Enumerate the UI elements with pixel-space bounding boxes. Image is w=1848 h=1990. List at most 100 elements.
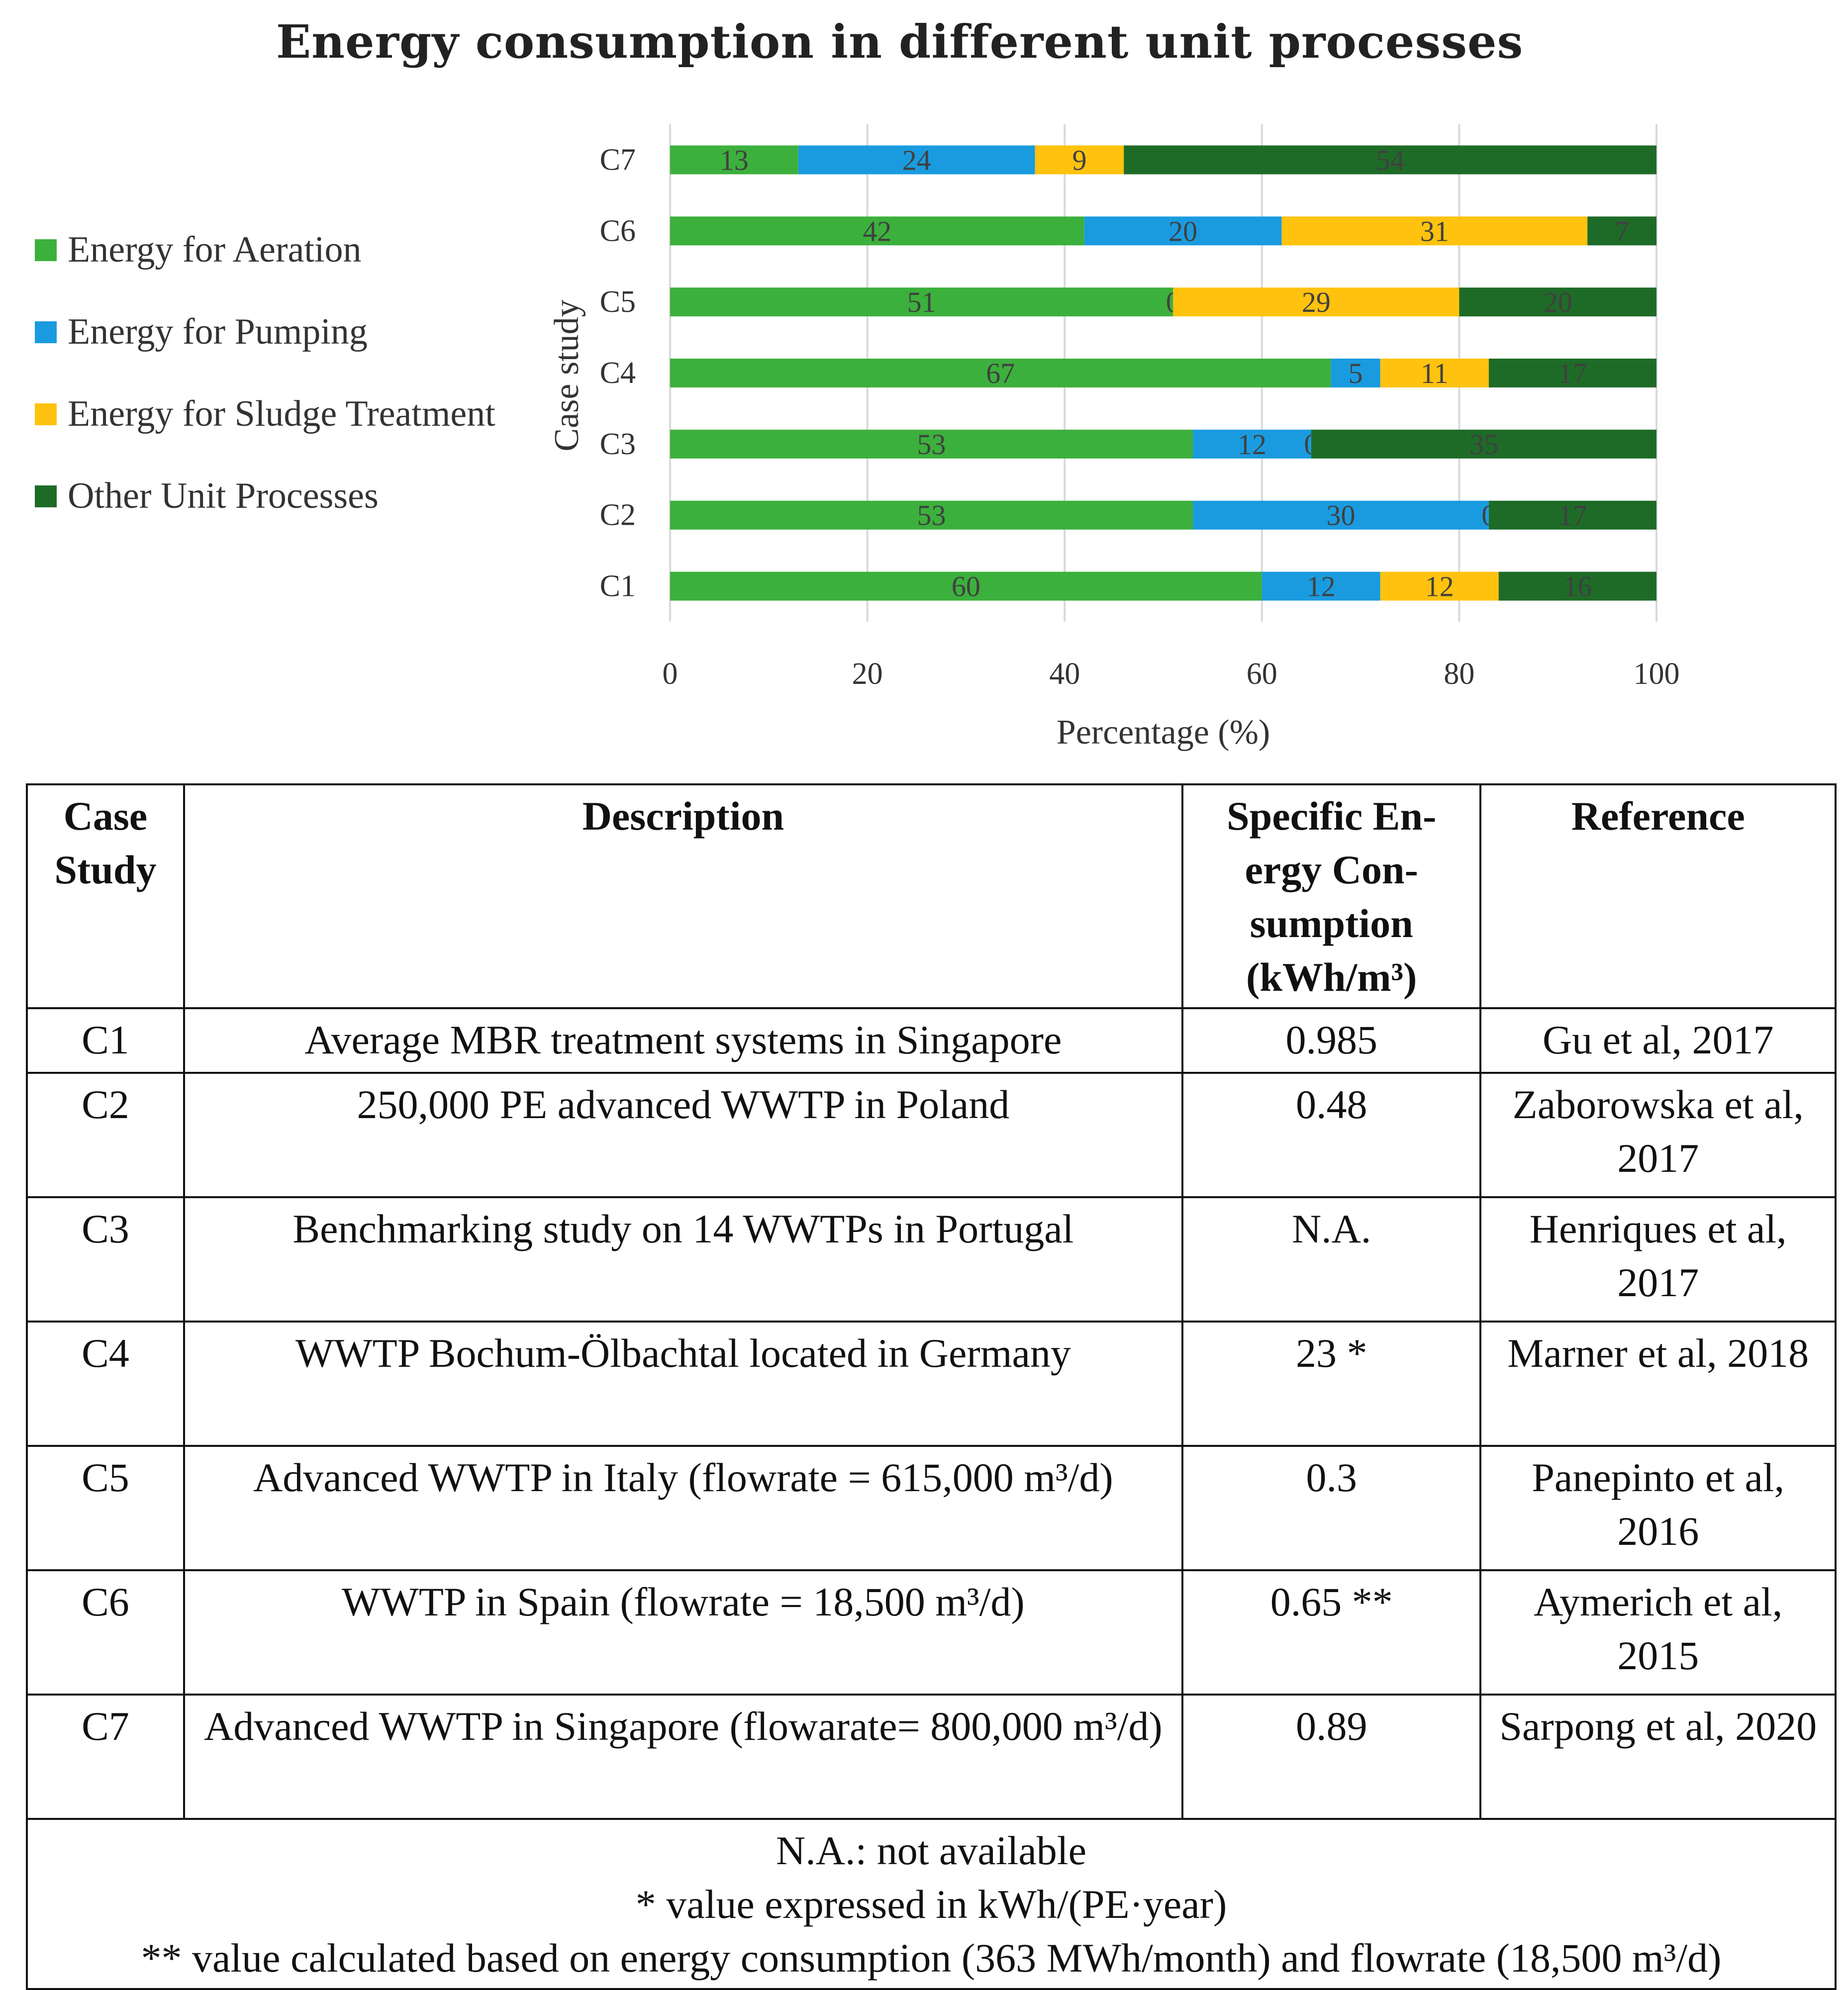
cell-specific-energy: 0.3 [1181,1445,1482,1571]
y-category-label: C5 [600,285,636,319]
bar-segment [1311,429,1656,459]
bar-segment [1173,287,1459,317]
data-label: 20 [1168,215,1197,247]
data-label: 17 [1558,499,1587,532]
cell-specific-energy: 0.985 [1181,1007,1482,1074]
y-category-label: C6 [600,214,636,248]
cell-description: Advanced WWTP in Singapore (flowarate= 8… [183,1694,1183,1820]
x-tick-label: 20 [852,657,883,691]
cell-description: 250,000 PE advanced WWTP in Poland [183,1072,1183,1198]
table-header-row: Case Study Description Specific En-ergy C… [26,783,1837,1009]
cell-case: C2 [26,1072,185,1198]
bar-segment [670,500,1193,530]
legend-swatch-sludge [35,403,57,425]
data-label: 5 [1349,357,1363,389]
bar-segment [1262,571,1380,601]
bar-segment [1488,359,1656,387]
table-notes: N.A.: not available * value expressed in… [26,1818,1837,1990]
bar-segment [670,429,1193,459]
legend-item-sludge: Energy for Sludge Treatment [35,373,495,455]
header-reference: Reference [1479,783,1837,1009]
cell-reference: Gu et al, 2017 [1479,1007,1837,1074]
bar-segment [670,287,1173,317]
bar-segment [1488,500,1656,530]
bar-segment [1331,359,1380,387]
data-label: 9 [1072,144,1086,176]
data-label: 24 [902,144,931,176]
data-label: 16 [1563,570,1592,603]
legend-label-pumping: Energy for Pumping [68,311,368,352]
legend-swatch-other [35,485,57,507]
bar-segment [1281,216,1588,246]
legend-label-aeration: Energy for Aeration [68,229,362,270]
bar-segment [1192,429,1311,459]
cell-specific-energy: 0.89 [1181,1694,1482,1820]
x-tick-label: 80 [1444,657,1474,691]
cell-specific-energy: N.A. [1181,1196,1482,1323]
data-label: 31 [1420,215,1449,247]
data-label: 12 [1425,570,1454,603]
legend-swatch-pumping [35,321,57,343]
cell-specific-energy: 0.65 ** [1181,1569,1482,1696]
header-description: Description [183,783,1183,1009]
case-study-table-wrap: Case Study Description Specific En-ergy C… [26,783,1837,1990]
cell-description: Advanced WWTP in Italy (flowrate = 615,0… [183,1445,1183,1571]
legend-swatch-aeration [35,239,57,261]
y-axis-title: Case study [548,299,586,451]
cell-reference: Marner et al, 2018 [1479,1321,1837,1447]
data-label: 29 [1302,286,1331,318]
cell-case: C3 [26,1196,185,1323]
cell-case: C7 [26,1694,185,1820]
table-row: C3 Benchmarking study on 14 WWTPs in Port… [26,1196,1837,1323]
bar-segment [1124,145,1656,175]
y-category-label: C7 [600,143,636,177]
data-label: 60 [952,570,980,603]
bar-segment [1380,571,1499,601]
table-row: C1 Average MBR treatment systems in Singa… [26,1007,1837,1074]
data-label: 54 [1376,144,1405,176]
data-label: 67 [986,357,1015,389]
case-study-table: Case Study Description Specific En-ergy C… [26,783,1837,1990]
chart-legend: Energy for Aeration Energy for Pumping E… [35,209,495,537]
bar-segment [1192,500,1489,530]
table-row: C6 WWTP in Spain (flowrate = 18,500 m³/d)… [26,1569,1837,1696]
data-label: 20 [1544,286,1572,318]
cell-case: C6 [26,1569,185,1696]
x-tick-label: 40 [1049,657,1080,691]
note-double-asterisk: ** value calculated based on energy cons… [141,1935,1722,1981]
cell-specific-energy: 0.48 [1181,1072,1482,1198]
cell-reference: Panepinto et al, 2016 [1479,1445,1837,1571]
data-label: 30 [1326,499,1355,532]
bar-segment [670,145,798,175]
legend-item-pumping: Energy for Pumping [35,291,495,373]
header-specific-energy: Specific En-ergy Con-sumption (kWh/m³) [1181,783,1482,1009]
cell-reference: Sarpong et al, 2020 [1479,1694,1837,1820]
y-category-label: C2 [600,498,636,532]
legend-label-sludge: Energy for Sludge Treatment [68,393,495,434]
cell-description: WWTP in Spain (flowrate = 18,500 m³/d) [183,1569,1183,1696]
legend-item-aeration: Energy for Aeration [35,209,495,291]
bar-segment [1587,216,1656,246]
bar-segment [1084,216,1282,246]
cell-specific-energy: 23 * [1181,1321,1482,1447]
note-na: N.A.: not available [776,1828,1086,1873]
data-label: 42 [863,215,891,247]
table-row: C5 Advanced WWTP in Italy (flowrate = 615… [26,1445,1837,1571]
cell-reference: Aymerich et al, 2015 [1479,1569,1837,1696]
table-row: C4 WWTP Bochum-Ölbachtal located in Germa… [26,1321,1837,1447]
cell-description: Benchmarking study on 14 WWTPs in Portug… [183,1196,1183,1323]
bar-segment [1035,145,1124,175]
cell-case: C4 [26,1321,185,1447]
bar-segment [670,216,1084,246]
x-axis-title: Percentage (%) [1057,713,1270,752]
cell-reference: Zaborowska et al, 2017 [1479,1072,1837,1198]
y-category-label: C1 [600,569,636,603]
stacked-bar-chart: 020406080100C160121216C25330017C35312035… [548,124,1680,752]
cell-case: C1 [26,1007,185,1074]
cell-description: WWTP Bochum-Ölbachtal located in Germany [183,1321,1183,1447]
data-label: 51 [907,286,936,318]
table-row: C2 250,000 PE advanced WWTP in Poland 0.48… [26,1072,1837,1198]
bar-segment [670,359,1331,387]
x-tick-label: 60 [1247,657,1277,691]
cell-description: Average MBR treatment systems in Singapo… [183,1007,1183,1074]
